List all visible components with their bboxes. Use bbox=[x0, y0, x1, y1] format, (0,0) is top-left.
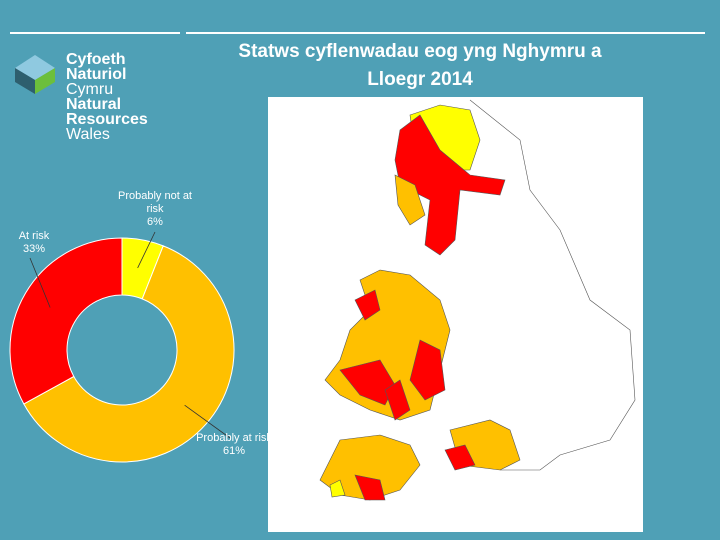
donut-segment bbox=[23, 245, 235, 463]
donut bbox=[9, 231, 235, 463]
category-label: At risk bbox=[18, 230, 50, 242]
chart-title: Statws cyflenwadau eog yng Nghymru a Llo… bbox=[238, 41, 602, 90]
leader-line bbox=[137, 231, 156, 269]
logo-icon bbox=[15, 55, 55, 94]
category-label: Probably at risk bbox=[196, 432, 272, 444]
logo-text: Resources bbox=[66, 111, 148, 128]
value-label: 33% bbox=[22, 243, 46, 255]
data-label: At risk 33% bbox=[4, 230, 64, 256]
leader-line bbox=[29, 257, 51, 308]
map bbox=[319, 99, 636, 501]
value-label: 61% bbox=[222, 445, 246, 457]
logo-text: Cyfoeth bbox=[66, 51, 126, 68]
logo-text: Natural bbox=[66, 96, 122, 113]
value-label: 6% bbox=[147, 216, 163, 228]
category-label: Probably not at risk bbox=[118, 190, 192, 215]
data-label: Probably not at risk 6% bbox=[110, 190, 200, 229]
logo-text: Naturiol bbox=[66, 66, 127, 83]
logo-text: Wales bbox=[66, 126, 110, 143]
donut-segment bbox=[9, 237, 123, 405]
leader-line bbox=[184, 404, 231, 439]
data-label: Probably at risk 61% bbox=[196, 432, 272, 458]
logo-text: Cymru bbox=[66, 81, 114, 98]
